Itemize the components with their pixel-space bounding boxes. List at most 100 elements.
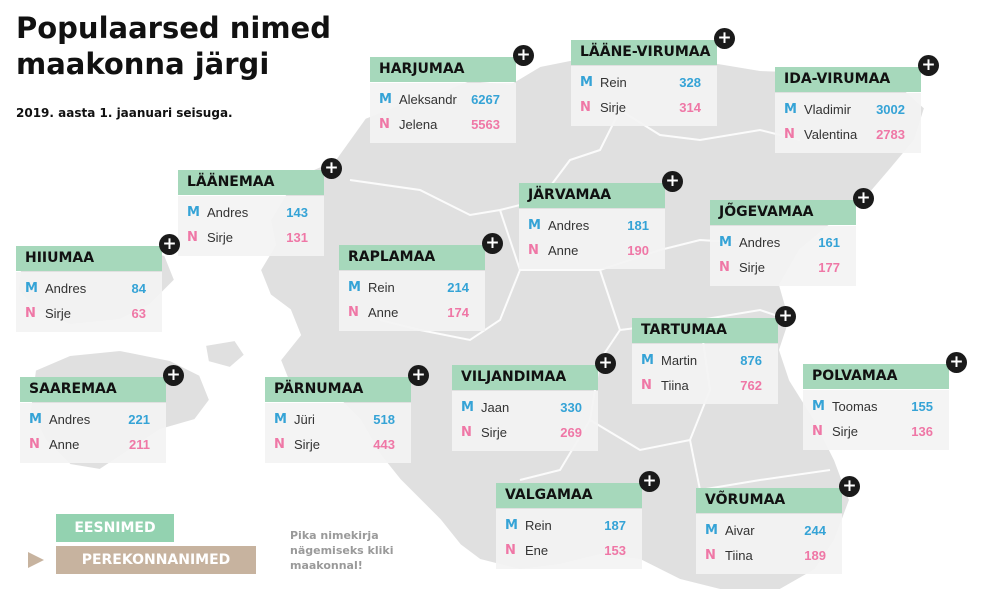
male-name: Andres <box>548 218 590 233</box>
expand-plus-icon[interactable]: + <box>639 471 660 492</box>
female-gender-label: N <box>461 425 472 440</box>
male-count: 328 <box>679 75 701 90</box>
female-name-row: N Sirje 314 <box>571 95 717 120</box>
female-count: 5563 <box>471 117 500 132</box>
county-card-viljandimaa[interactable]: VILJANDIMAA + M Jaan 330 N Sirje 269 <box>452 353 616 451</box>
expand-plus-icon[interactable]: + <box>482 233 503 254</box>
female-name: Ene <box>525 543 549 558</box>
county-card-tartumaa[interactable]: TARTUMAA + M Martin 876 N Tiina 762 <box>632 306 796 404</box>
female-count: 762 <box>740 378 762 393</box>
county-card-harjumaa[interactable]: HARJUMAA + M Aleksandr 6267 N Jelena 5563 <box>370 45 534 143</box>
county-name: POLVAMAA <box>803 364 949 389</box>
female-gender-label: N <box>528 243 539 258</box>
expand-plus-icon[interactable]: + <box>918 55 939 76</box>
male-count: 221 <box>128 412 150 427</box>
expand-plus-icon[interactable]: + <box>408 365 429 386</box>
female-name: Tiina <box>725 548 753 563</box>
male-gender-label: M <box>528 218 541 233</box>
expand-plus-icon[interactable]: + <box>321 158 342 179</box>
female-name-row: N Tiina 762 <box>632 373 778 398</box>
county-card-raplamaa[interactable]: RAPLAMAA + M Rein 214 N Anne 174 <box>339 233 503 331</box>
county-card-laane-virumaa[interactable]: LÄÄNE-VIRUMAA + M Rein 328 N Sirje 314 <box>571 28 735 126</box>
female-name-row: N Anne 190 <box>519 238 665 263</box>
page-title: Populaarsed nimed maakonna järgi <box>16 11 331 81</box>
male-count: 143 <box>286 205 308 220</box>
expand-plus-icon[interactable]: + <box>775 306 796 327</box>
first-names-button[interactable]: EESNIMED <box>56 514 174 542</box>
county-card-hiiumaa[interactable]: HIIUMAA + M Andres 84 N Sirje 63 <box>16 234 180 332</box>
expand-plus-icon[interactable]: + <box>513 45 534 66</box>
expand-plus-icon[interactable]: + <box>163 365 184 386</box>
female-gender-label: N <box>187 230 198 245</box>
expand-plus-icon[interactable]: + <box>946 352 967 373</box>
male-count: 214 <box>447 280 469 295</box>
county-name: VÕRUMAA <box>696 488 842 513</box>
male-name-row: M Andres 221 <box>20 407 166 432</box>
male-count: 84 <box>131 281 146 296</box>
expand-plus-icon[interactable]: + <box>595 353 616 374</box>
county-name: HIIUMAA <box>16 246 162 271</box>
female-gender-label: N <box>719 260 730 275</box>
male-count: 876 <box>740 353 762 368</box>
expand-plus-icon[interactable]: + <box>839 476 860 497</box>
male-gender-label: M <box>25 281 38 296</box>
click-hint: Pika nimekirja nägemiseks kliki maakonna… <box>290 529 394 572</box>
female-count: 153 <box>604 543 626 558</box>
male-gender-label: M <box>379 92 392 107</box>
expand-plus-icon[interactable]: + <box>159 234 180 255</box>
male-name: Andres <box>739 235 781 250</box>
county-name: VALGAMAA <box>496 483 642 508</box>
male-name-row: M Andres 84 <box>16 276 162 301</box>
female-gender-label: N <box>25 306 36 321</box>
female-gender-label: N <box>274 437 285 452</box>
female-name-row: N Sirje 177 <box>710 255 856 280</box>
female-name: Tiina <box>661 378 689 393</box>
male-name: Andres <box>207 205 249 220</box>
male-name: Jüri <box>294 412 315 427</box>
male-count: 330 <box>560 400 582 415</box>
female-count: 314 <box>679 100 701 115</box>
female-name: Anne <box>368 305 399 320</box>
male-name-row: M Jaan 330 <box>452 395 598 420</box>
county-card-laanemaa[interactable]: LÄÄNEMAA + M Andres 143 N Sirje 131 <box>178 158 342 256</box>
expand-plus-icon[interactable]: + <box>714 28 735 49</box>
female-name-row: N Ene 153 <box>496 538 642 563</box>
male-gender-label: M <box>784 102 797 117</box>
female-gender-label: N <box>348 305 359 320</box>
county-name: TARTUMAA <box>632 318 778 343</box>
male-name-row: M Vladimir 3002 <box>775 97 921 122</box>
male-gender-label: M <box>505 518 518 533</box>
county-card-vorumaa[interactable]: VÕRUMAA + M Aivar 244 N Tiina 189 <box>696 476 860 574</box>
female-name: Sirje <box>481 425 508 440</box>
county-card-polvamaa[interactable]: POLVAMAA + M Toomas 155 N Sirje 136 <box>803 352 967 450</box>
county-card-ida-virumaa[interactable]: IDA-VIRUMAA + M Vladimir 3002 N Valentina 27… <box>775 55 939 153</box>
male-name-row: M Rein 187 <box>496 513 642 538</box>
female-name: Sirje <box>739 260 766 275</box>
male-name-row: M Andres 143 <box>178 200 324 225</box>
county-card-parnumaa[interactable]: PÄRNUMAA + M Jüri 518 N Sirje 443 <box>265 365 429 463</box>
male-name: Rein <box>368 280 395 295</box>
female-name-row: N Sirje 63 <box>16 301 162 326</box>
female-name-row: N Anne 211 <box>20 432 166 457</box>
male-name: Rein <box>525 518 552 533</box>
male-gender-label: M <box>719 235 732 250</box>
county-card-jarvamaa[interactable]: JÄRVAMAA + M Andres 181 N Anne 190 <box>519 171 683 269</box>
male-count: 161 <box>818 235 840 250</box>
last-names-button[interactable]: PEREKONNANIMED <box>56 546 256 574</box>
expand-plus-icon[interactable]: + <box>662 171 683 192</box>
female-gender-label: N <box>379 117 390 132</box>
female-count: 63 <box>131 306 146 321</box>
male-name-row: M Toomas 155 <box>803 394 949 419</box>
male-name: Andres <box>45 281 87 296</box>
male-gender-label: M <box>812 399 825 414</box>
county-name: LÄÄNE-VIRUMAA <box>571 40 717 65</box>
female-count: 2783 <box>876 127 905 142</box>
county-card-valgamaa[interactable]: VALGAMAA + M Rein 187 N Ene 153 <box>496 471 660 569</box>
male-count: 187 <box>604 518 626 533</box>
expand-plus-icon[interactable]: + <box>853 188 874 209</box>
female-name: Valentina <box>804 127 858 142</box>
county-card-jogevamaa[interactable]: JÕGEVAMAA + M Andres 161 N Sirje 177 <box>710 188 874 286</box>
female-gender-label: N <box>812 424 823 439</box>
county-card-saaremaa[interactable]: SAAREMAA + M Andres 221 N Anne 211 <box>20 365 184 463</box>
male-name-row: M Aivar 244 <box>696 518 842 543</box>
